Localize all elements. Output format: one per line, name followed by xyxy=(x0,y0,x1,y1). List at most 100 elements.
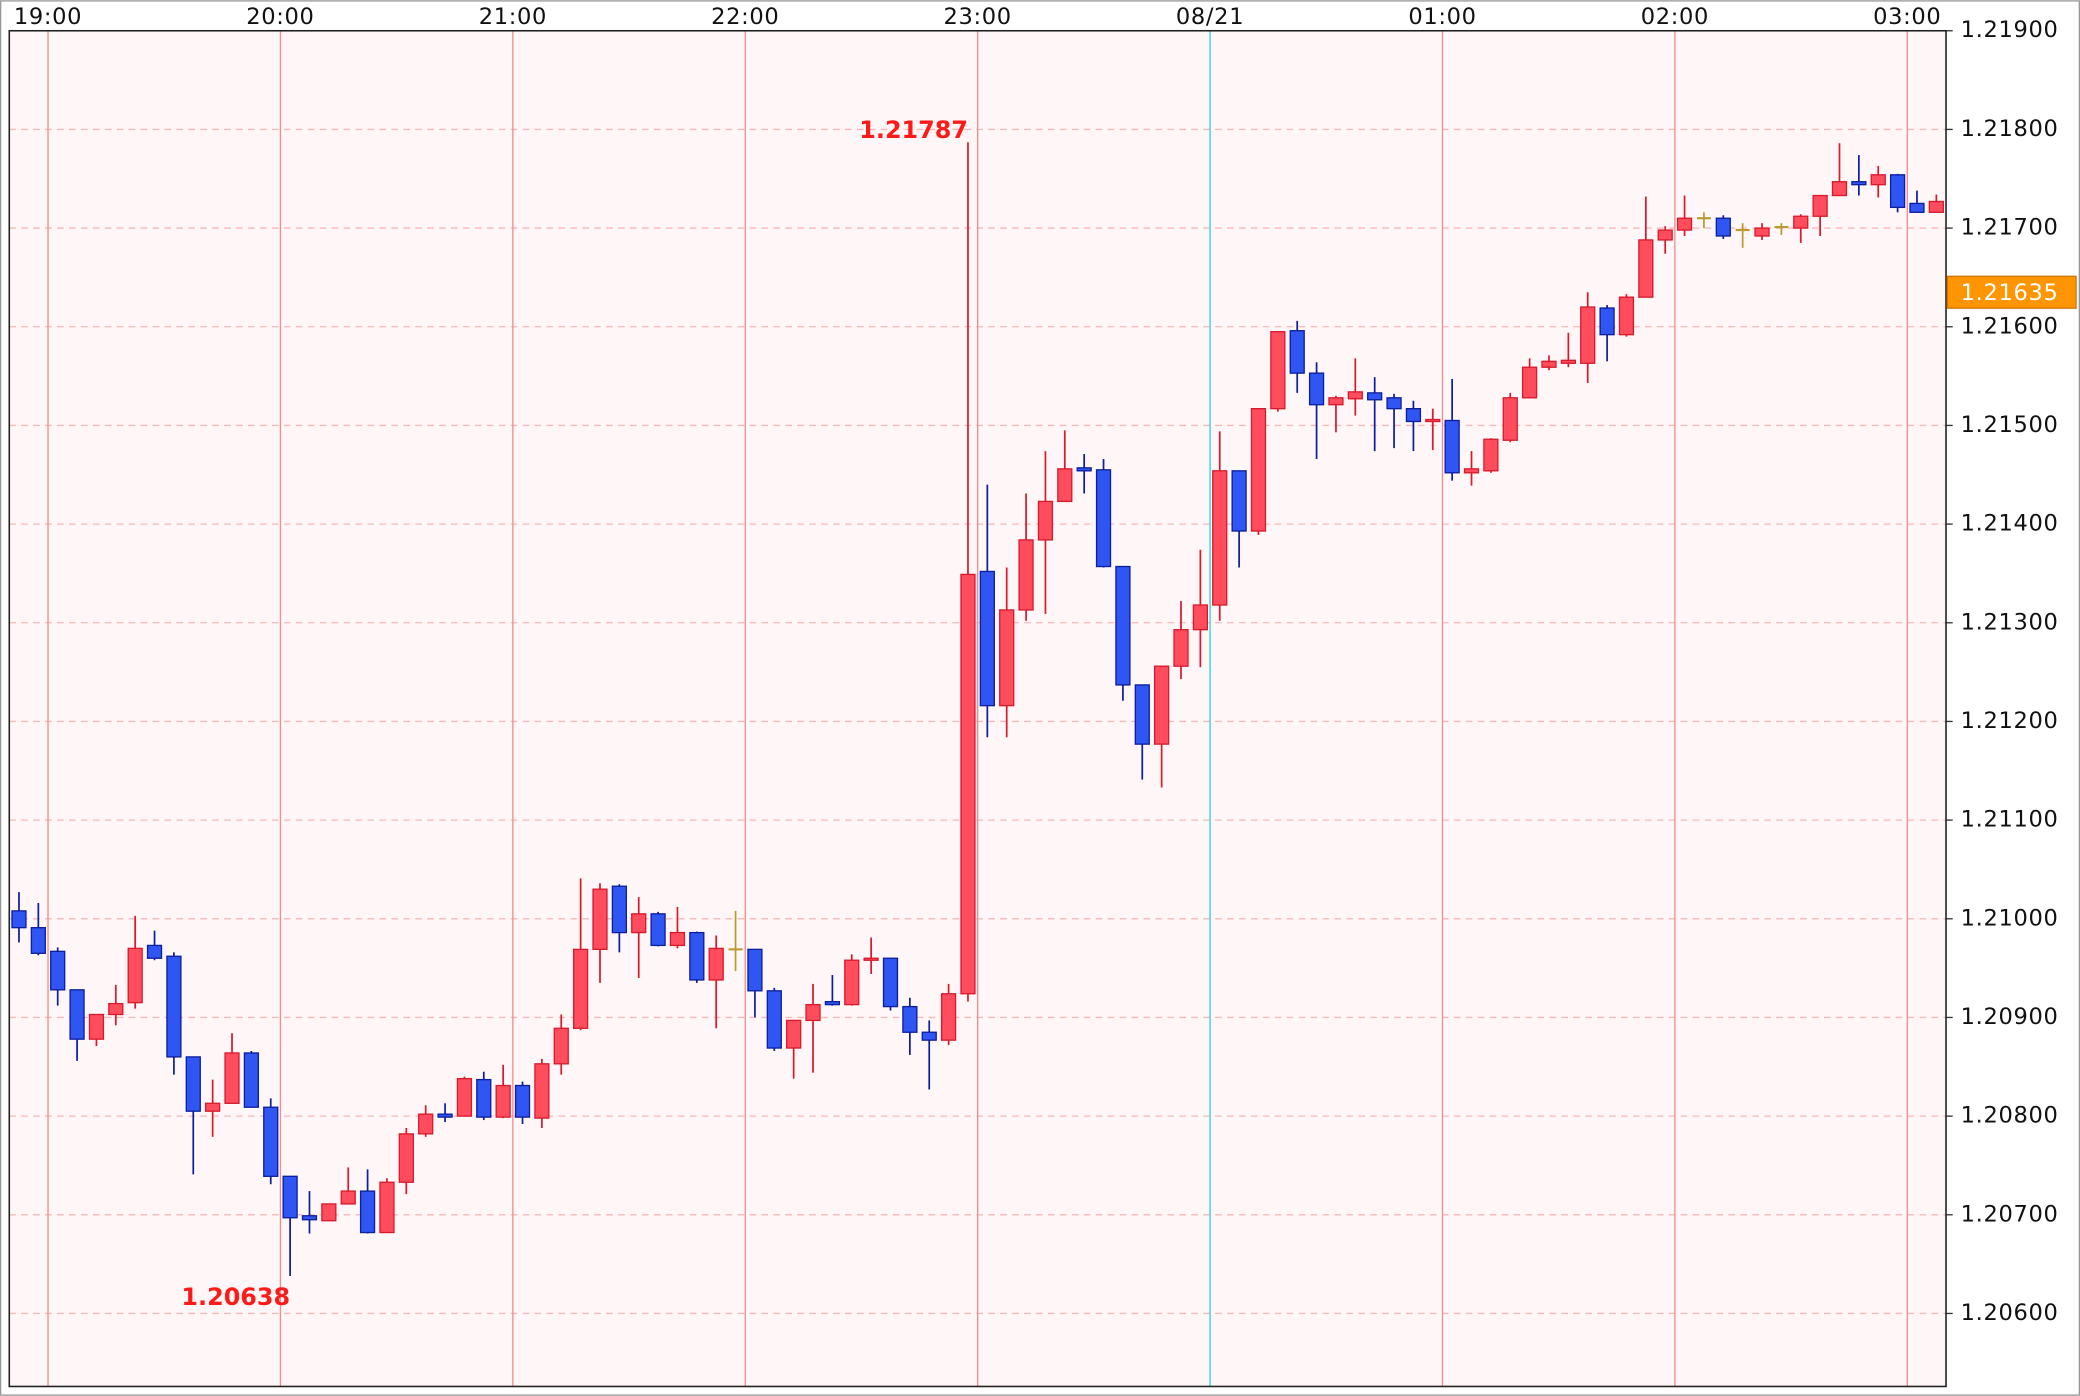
y-tick-label: 1.21500 xyxy=(1961,412,2059,438)
candle-body xyxy=(1541,360,1557,368)
candle-body xyxy=(1270,331,1286,410)
candle-body xyxy=(321,1203,337,1222)
candle-body xyxy=(1754,227,1770,237)
candle-body xyxy=(418,1113,434,1135)
candle-body xyxy=(689,931,705,981)
candle-body xyxy=(495,1084,511,1118)
candle-body xyxy=(69,989,85,1040)
candle-body xyxy=(1870,174,1886,186)
y-tick-label: 1.20800 xyxy=(1961,1103,2059,1129)
candle-body xyxy=(282,1175,298,1219)
candle-body xyxy=(1657,229,1673,241)
candle-body xyxy=(844,959,860,1006)
candle-body xyxy=(1328,397,1344,406)
candle-body xyxy=(11,910,27,929)
candle-body xyxy=(863,957,879,961)
y-tick-label: 1.20700 xyxy=(1961,1201,2059,1227)
candle-body xyxy=(1676,217,1693,231)
y-tick-label: 1.20600 xyxy=(1961,1300,2059,1326)
candle-body xyxy=(572,948,589,1029)
candle-body xyxy=(1928,200,1944,213)
candle-body xyxy=(30,926,46,954)
candle-body xyxy=(1831,181,1848,197)
candle-body xyxy=(166,955,182,1058)
candle-body xyxy=(1212,470,1228,606)
candle-body xyxy=(747,948,763,992)
x-tick-label: 03:00 xyxy=(1873,4,1941,30)
y-tick-label: 1.20900 xyxy=(1961,1004,2059,1030)
x-tick-label: 22:00 xyxy=(711,4,779,30)
candle-body xyxy=(534,1063,550,1119)
candle-body xyxy=(786,1019,802,1049)
candle-body xyxy=(1289,330,1305,374)
x-tick-label: 20:00 xyxy=(246,4,314,30)
candle-body xyxy=(611,885,627,934)
candle-body xyxy=(1502,397,1518,441)
candle-body xyxy=(108,1002,124,1016)
x-tick-label: 08/21 xyxy=(1176,4,1244,30)
candle-body xyxy=(1250,407,1267,532)
candle-body xyxy=(437,1113,453,1118)
candle-body xyxy=(708,947,724,981)
candle-body xyxy=(1580,306,1596,364)
last-price-label: 1.21635 xyxy=(1961,280,2059,306)
y-tick-label: 1.21400 xyxy=(1961,511,2059,537)
candle-body xyxy=(882,957,899,1008)
candle-body xyxy=(1173,629,1189,667)
candle-body xyxy=(1638,239,1654,298)
y-tick-label: 1.21900 xyxy=(1961,17,2059,43)
candle-body xyxy=(379,1181,395,1234)
candle-body xyxy=(146,944,163,959)
y-tick-label: 1.21700 xyxy=(1961,215,2059,241)
candle-body xyxy=(631,913,647,934)
candle-body xyxy=(902,1005,918,1033)
candle-body xyxy=(1037,500,1054,541)
candle-body xyxy=(1444,419,1460,474)
candle-body xyxy=(1812,194,1828,217)
candle-body xyxy=(1889,174,1906,209)
candle-body xyxy=(1192,604,1209,631)
candle-body xyxy=(979,570,995,707)
candle-body xyxy=(224,1052,240,1104)
candle-body xyxy=(940,993,957,1041)
candle-body xyxy=(805,1003,821,1022)
candle-body xyxy=(650,913,666,947)
low-label: 1.20638 xyxy=(181,1283,290,1311)
candle-body xyxy=(398,1133,414,1183)
last-price-box xyxy=(1946,275,2077,309)
y-tick-label: 1.21300 xyxy=(1961,609,2059,635)
y-tick-label: 1.21800 xyxy=(1961,116,2059,142)
candle-body xyxy=(1793,215,1809,229)
candle-body xyxy=(1154,665,1170,745)
plot-border xyxy=(8,29,1947,1388)
high-label: 1.21787 xyxy=(859,116,968,144)
candle-body xyxy=(1560,359,1576,364)
candle-body xyxy=(50,950,66,991)
candle-body xyxy=(669,931,686,947)
candle-body xyxy=(1367,392,1383,401)
y-tick-label: 1.21200 xyxy=(1961,708,2059,734)
x-tick-label: 01:00 xyxy=(1408,4,1476,30)
candle-body xyxy=(1347,391,1363,400)
candle-body xyxy=(359,1190,376,1234)
candle-body xyxy=(1483,438,1499,472)
candle-body xyxy=(1425,418,1441,423)
candle-body xyxy=(476,1078,492,1118)
candle-body xyxy=(1909,202,1925,213)
candle-body xyxy=(824,1000,841,1006)
candle-body xyxy=(1521,366,1538,399)
candle-body xyxy=(456,1077,473,1117)
x-tick-label: 02:00 xyxy=(1641,4,1709,30)
y-tick-label: 1.21600 xyxy=(1961,313,2059,339)
candle-body xyxy=(1115,565,1131,686)
candle-body xyxy=(1618,296,1635,336)
candle-body xyxy=(999,609,1015,707)
y-tick-label: 1.21000 xyxy=(1961,905,2059,931)
candle-body xyxy=(1405,407,1422,423)
candle-body xyxy=(185,1056,201,1112)
candle-body xyxy=(1095,469,1112,568)
candle-body xyxy=(263,1106,279,1177)
candle-body xyxy=(88,1013,105,1040)
candle-body xyxy=(766,990,782,1049)
